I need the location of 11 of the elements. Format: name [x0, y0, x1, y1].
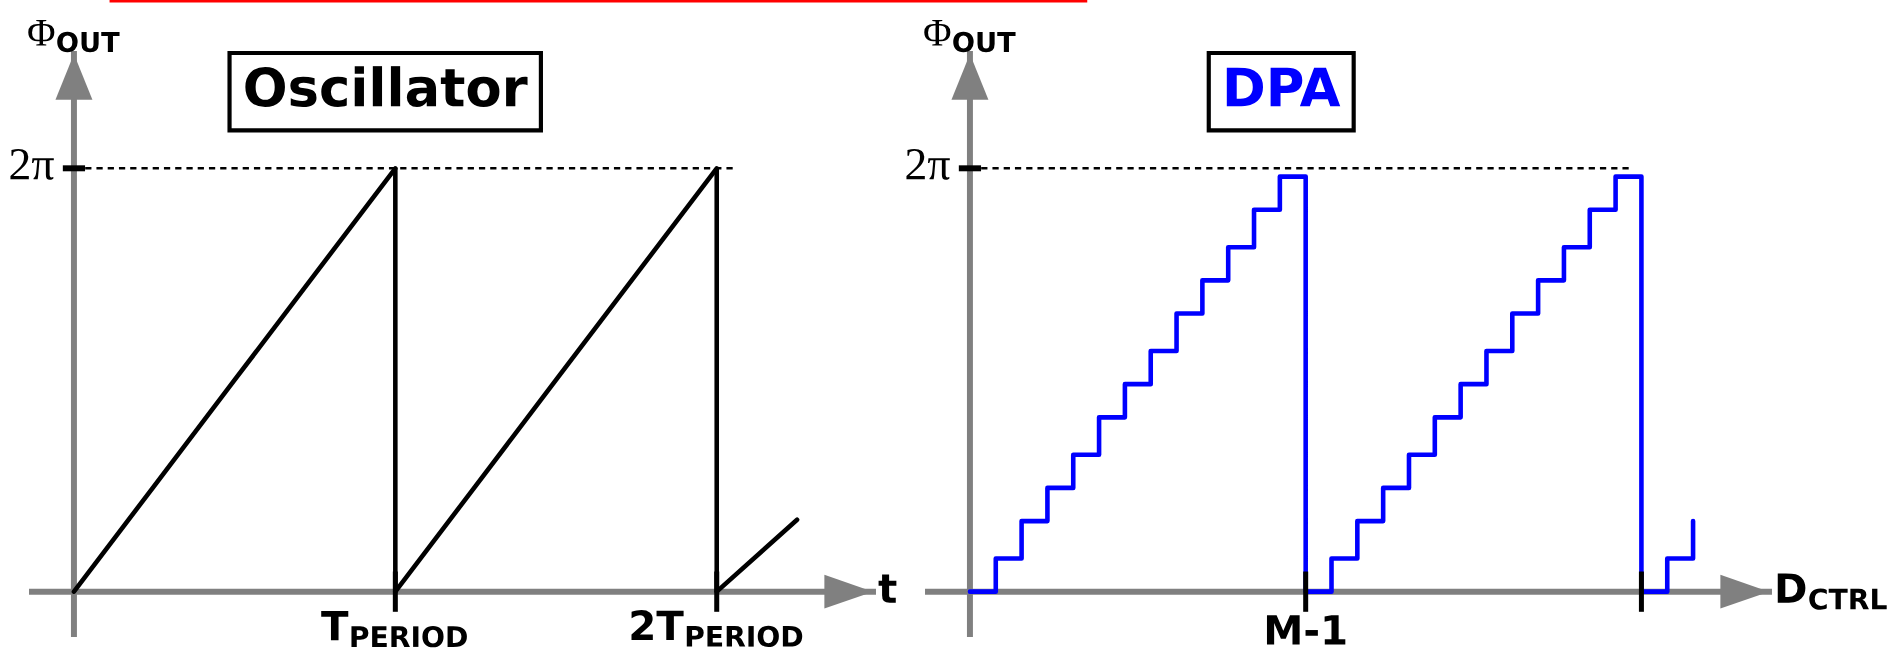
y-axis-title: Φ$_{OUT}$: [28, 20, 120, 53]
chart-title: DPA: [1226, 67, 1341, 107]
x-axis-title: D$_{CTRL}$: [1777, 573, 1887, 610]
x-tick-label: 2T$_{PERIOD}$: [631, 610, 803, 648]
chart-title: Oscillator: [245, 66, 528, 108]
text: M-1: [1266, 615, 1346, 645]
ref-line-label: 2π: [10, 148, 54, 180]
ref-line-label: 2π: [906, 148, 950, 180]
x-tick-label: T$_{PERIOD}$: [321, 610, 467, 648]
y-axis-title: Φ$_{OUT}$: [924, 20, 1016, 53]
x-axis-title: t: [878, 574, 897, 603]
